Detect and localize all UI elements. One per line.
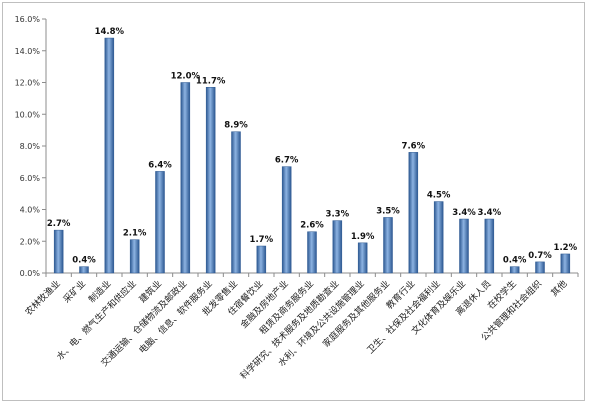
y-tick-label: 8.0% (20, 142, 41, 151)
bar (509, 266, 520, 274)
bar (332, 220, 343, 274)
y-tick-label: 4.0% (20, 206, 41, 215)
bar (408, 152, 419, 274)
data-label: 11.7% (196, 76, 226, 86)
bar (357, 242, 368, 274)
y-tick-label: 10.0% (15, 110, 41, 119)
bar (459, 218, 469, 274)
bar (560, 253, 571, 274)
bars (53, 37, 571, 274)
data-label: 2.7% (47, 219, 71, 229)
category-label: 采矿业 (61, 278, 89, 306)
y-tick-labels: 0.0% 2.0% 4.0% 6.0% 8.0% 10.0% 12.0% 14.0% 16.0% (15, 15, 41, 278)
data-label: 2.6% (300, 221, 324, 231)
bar (79, 266, 89, 274)
data-label: 3.3% (326, 210, 350, 220)
data-label: 7.6% (402, 141, 426, 151)
data-label: 3.5% (376, 206, 400, 216)
y-tick-label: 16.0% (15, 15, 41, 24)
data-label: 14.8% (95, 27, 125, 37)
bar (433, 201, 444, 274)
data-label: 6.7% (275, 156, 299, 166)
y-tick-label: 14.0% (15, 47, 41, 56)
data-label: 1.7% (250, 235, 274, 245)
data-label: 4.5% (427, 191, 451, 201)
y-tick-label: 6.0% (20, 174, 41, 183)
bar (307, 231, 317, 274)
bar (104, 37, 115, 274)
bar (155, 171, 165, 274)
bar (129, 239, 140, 274)
data-label: 8.9% (224, 121, 248, 131)
data-label: 0.4% (503, 256, 527, 266)
bar (535, 261, 545, 274)
y-tick-label: 2.0% (20, 237, 41, 246)
bar (53, 229, 64, 274)
data-label: 1.2% (554, 243, 578, 253)
chart-frame (2, 2, 585, 401)
data-label: 0.7% (528, 251, 552, 261)
bar (231, 131, 241, 274)
bar (180, 82, 191, 274)
data-label: 3.4% (452, 208, 476, 218)
data-labels: 2.7% 0.4% 14.8% 2.1% 6.4% 12.0%11.7% 8.9% 1.7% 6… (47, 27, 578, 266)
category-label: 其他 (548, 278, 569, 299)
bar (205, 87, 216, 274)
bar (484, 218, 495, 274)
y-tick-label: 0.0% (20, 269, 41, 278)
bar (256, 245, 267, 274)
data-label: 3.4% (478, 208, 502, 218)
data-label: 6.4% (148, 160, 172, 170)
data-label: 2.1% (123, 229, 147, 239)
category-label: 农林牧渔业 (22, 278, 62, 318)
data-label: 0.4% (72, 256, 96, 266)
bar (281, 166, 292, 274)
data-label: 12.0% (171, 72, 201, 82)
data-label: 1.9% (351, 232, 375, 242)
y-tick-label: 12.0% (15, 79, 41, 88)
bar (383, 217, 393, 274)
